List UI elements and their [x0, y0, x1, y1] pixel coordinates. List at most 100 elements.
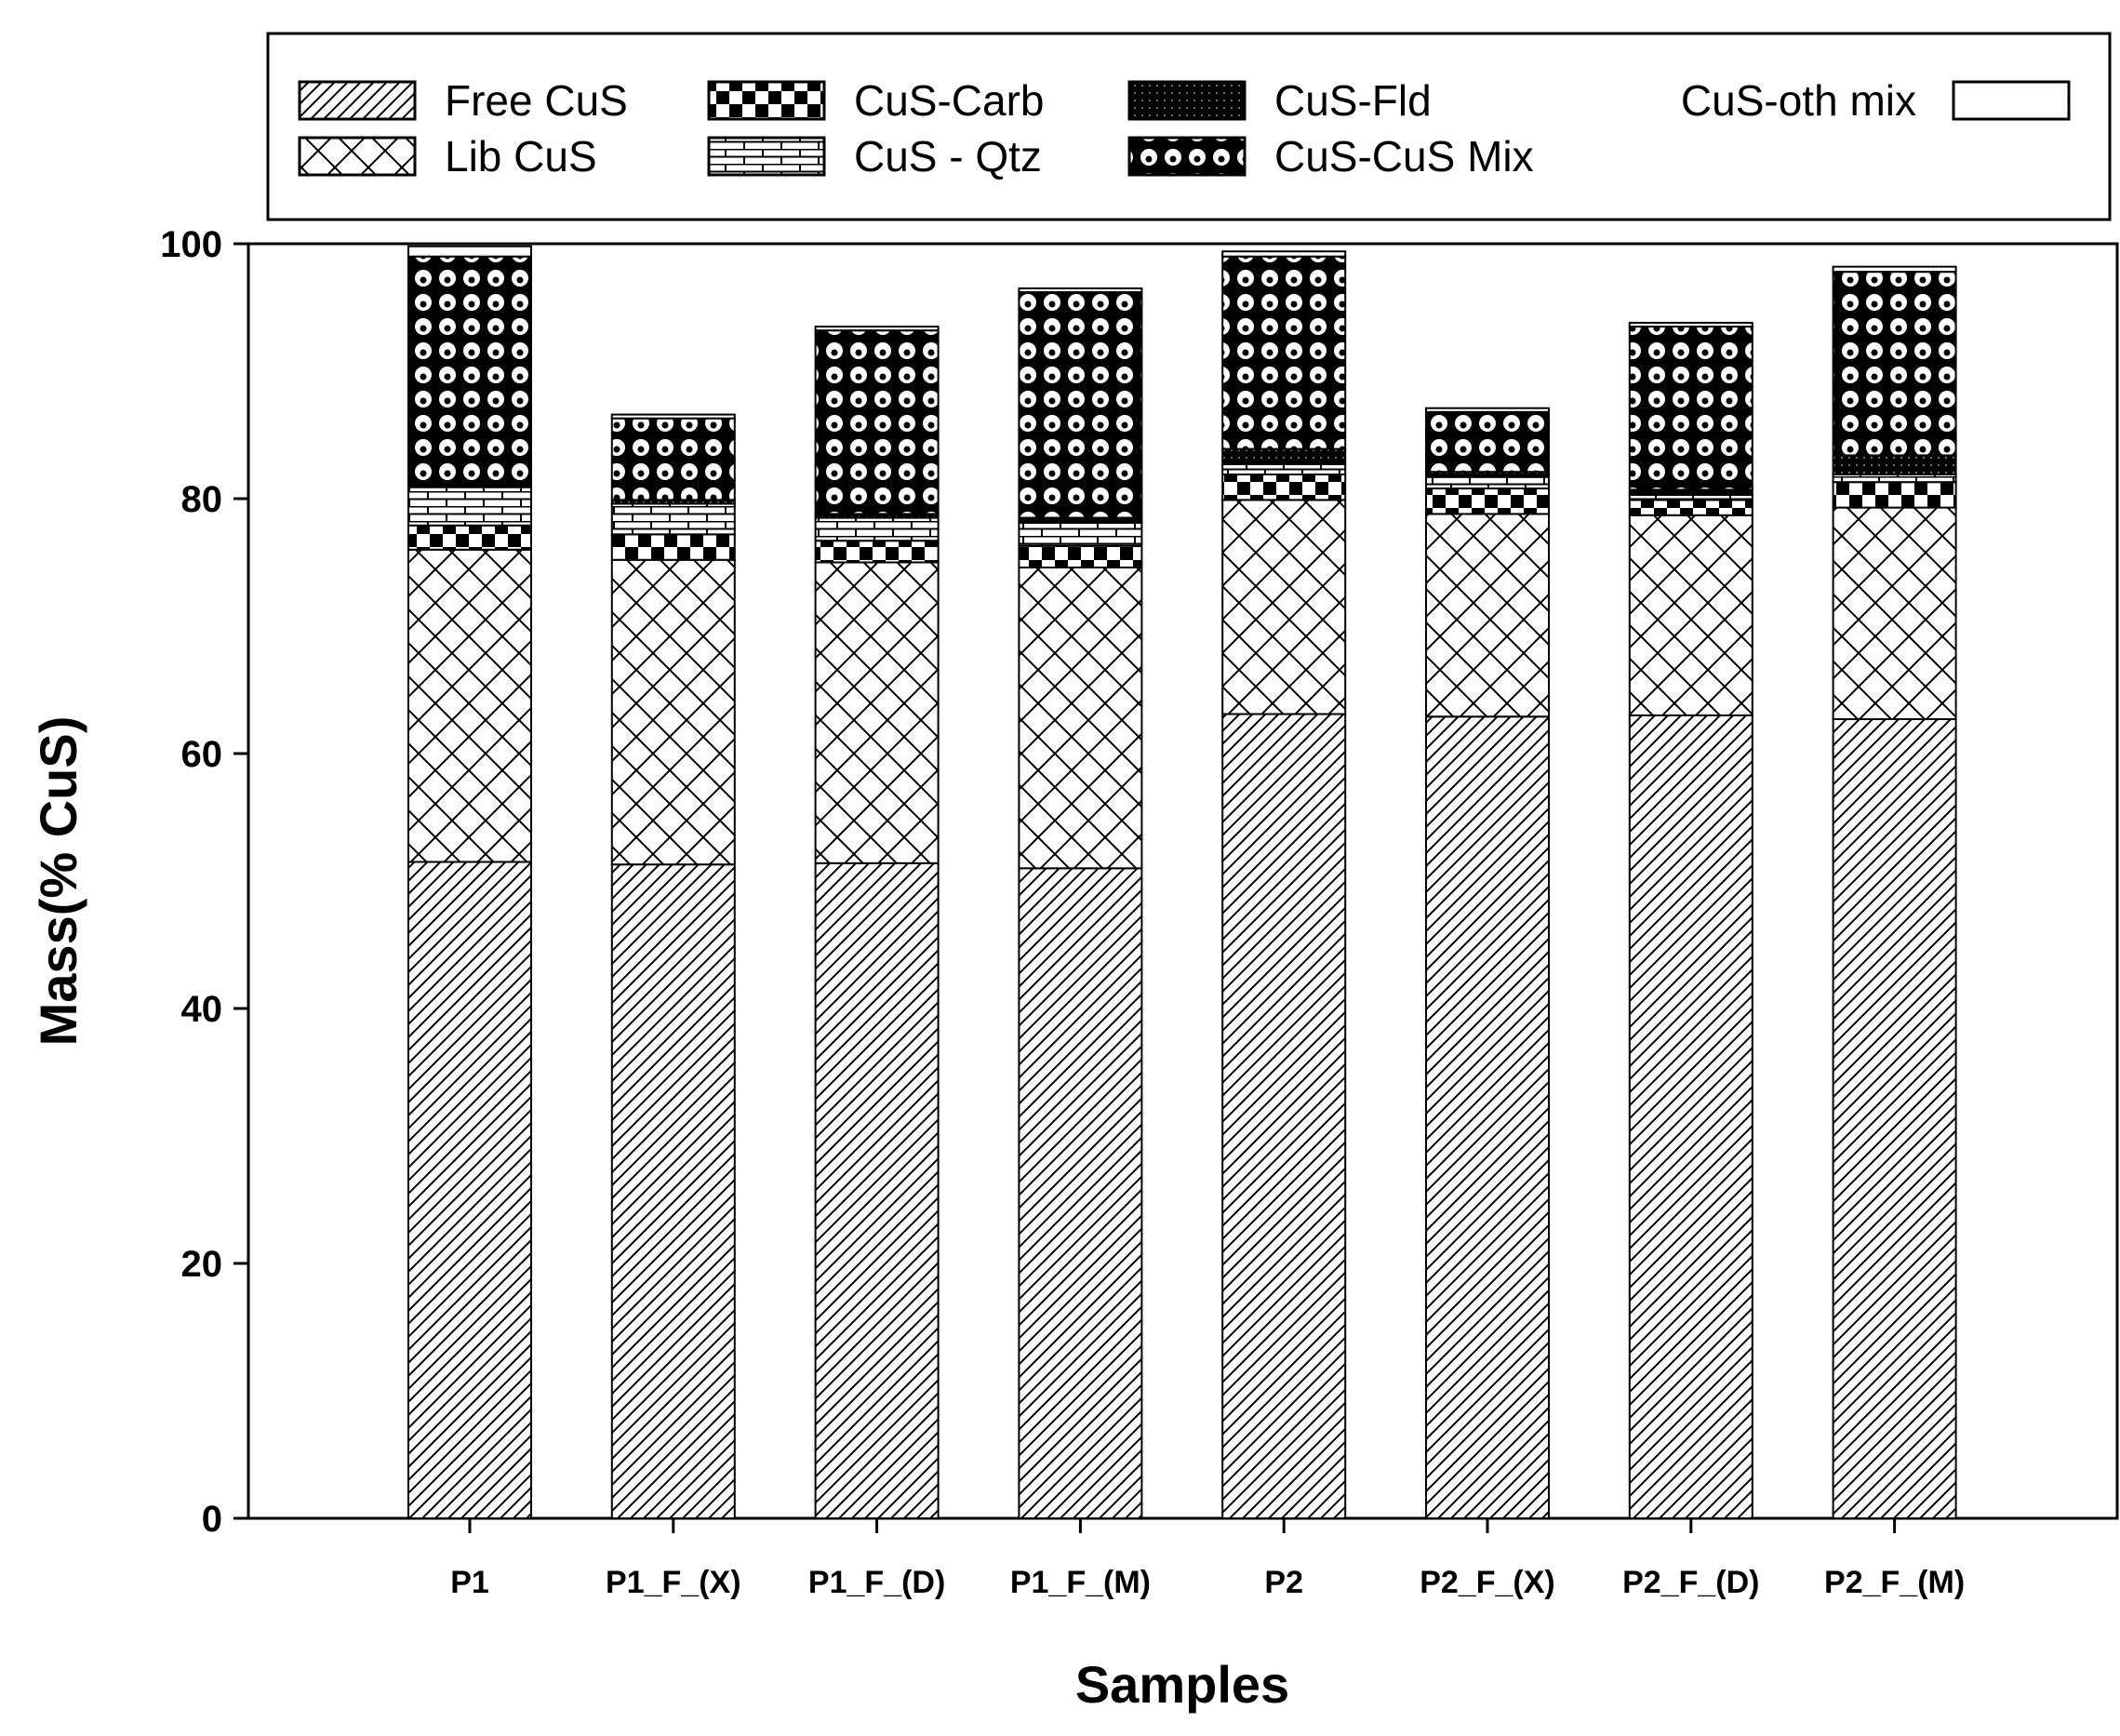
bar-segment-cus-qtz — [1832, 473, 1957, 484]
y-tick-label: 100 — [160, 224, 222, 265]
bar-segment-cus-cus-mix — [814, 329, 940, 515]
legend-label: CuS-oth mix — [1681, 76, 1916, 125]
bar-segment-lib-cus — [1832, 506, 1957, 721]
bar-segment-free-cus — [610, 863, 736, 1519]
y-tick-label: 40 — [181, 989, 223, 1030]
legend-item-cus-fld: CuS-Fld — [1127, 76, 1432, 125]
legend-swatch — [298, 136, 417, 177]
x-tick-label: P2_F_(D) — [1622, 1565, 1759, 1600]
legend-label: CuS - Qtz — [854, 132, 1042, 180]
bar-segment-cus-carb — [1628, 499, 1753, 516]
bar-stack-p2-f-d — [1628, 321, 1753, 1519]
legend-item-free-cus: Free CuS — [298, 76, 628, 125]
bar-segment-cus-cus-mix — [610, 417, 736, 501]
bar-segment-cus-carb — [1425, 487, 1550, 515]
bar-segment-cus-carb — [610, 533, 736, 561]
bar-segment-cus-carb — [1832, 481, 1957, 509]
y-tick-label: 20 — [181, 1244, 223, 1285]
bar-segment-cus-qtz — [1221, 463, 1347, 475]
bars-group — [407, 245, 1957, 1519]
bar-segment-cus-cus-mix — [1425, 410, 1550, 474]
bar-segment-cus-oth-mix — [407, 245, 532, 258]
legend-label: CuS-Carb — [854, 76, 1045, 125]
bar-segment-cus-oth-mix — [610, 413, 736, 420]
legend-label: Lib CuS — [445, 132, 597, 180]
bar-segment-cus-qtz — [407, 486, 532, 527]
y-tick-label: 0 — [202, 1499, 222, 1540]
bar-stack-p1 — [407, 245, 532, 1519]
x-tick-label: P2_F_(M) — [1824, 1565, 1965, 1600]
legend-label: CuS-CuS Mix — [1274, 132, 1534, 180]
bar-stack-p2-f-x — [1425, 407, 1550, 1519]
bar-segment-lib-cus — [814, 561, 940, 864]
bar-segment-cus-carb — [814, 540, 940, 564]
bar-segment-cus-cus-mix — [1628, 326, 1753, 491]
legend-item-cus-cus-mix: CuS-CuS Mix — [1127, 132, 1534, 180]
legend-label: CuS-Fld — [1274, 76, 1432, 125]
bar-segment-cus-qtz — [610, 502, 736, 536]
bar-segment-cus-carb — [1018, 544, 1143, 568]
bar-stack-p2-f-m — [1832, 265, 1957, 1519]
bar-segment-free-cus — [1221, 713, 1347, 1519]
legend-swatch — [1952, 80, 2071, 121]
bar-segment-cus-fld — [1221, 447, 1347, 466]
bar-segment-free-cus — [407, 861, 532, 1519]
bar-segment-lib-cus — [1425, 513, 1550, 718]
bar-segment-cus-cus-mix — [407, 255, 532, 484]
bar-segment-cus-qtz — [1018, 522, 1143, 547]
bar-segment-free-cus — [1425, 715, 1550, 1519]
legend-swatch — [1127, 80, 1247, 121]
bar-segment-cus-oth-mix — [1221, 250, 1347, 258]
bar-stack-p1-f-m — [1018, 287, 1143, 1519]
bar-stack-p2 — [1221, 250, 1347, 1519]
y-tick-label: 80 — [181, 479, 223, 520]
x-tick-label: P2_F_(X) — [1420, 1565, 1555, 1600]
legend-item-cus-oth-mix: CuS-oth mix — [1681, 76, 2071, 125]
y-axis: 0 20 40 60 80 100 — [160, 224, 248, 1540]
x-tick-label: P1_F_(X) — [606, 1565, 741, 1600]
bar-segment-cus-cus-mix — [1221, 255, 1347, 450]
bar-stack-p1-f-d — [814, 326, 940, 1519]
legend-label: Free CuS — [445, 76, 628, 125]
y-tick-label: 60 — [181, 734, 223, 775]
legend-item-cus-carb: CuS-Carb — [707, 76, 1045, 125]
bar-segment-cus-fld — [1832, 454, 1957, 475]
bar-stack-p1-f-x — [610, 413, 736, 1519]
bar-segment-lib-cus — [1628, 514, 1753, 716]
bar-segment-cus-oth-mix — [1425, 407, 1550, 413]
bar-segment-cus-oth-mix — [1018, 287, 1143, 294]
bar-segment-cus-oth-mix — [1628, 321, 1753, 328]
bar-segment-cus-cus-mix — [1832, 271, 1957, 457]
bar-segment-cus-oth-mix — [1832, 265, 1957, 274]
legend-swatch — [707, 136, 826, 177]
x-tick-label: P1 — [450, 1565, 489, 1600]
bar-segment-cus-qtz — [814, 516, 940, 542]
bar-segment-lib-cus — [1018, 566, 1143, 870]
x-tick-label: P1_F_(M) — [1010, 1565, 1151, 1600]
bar-segment-lib-cus — [1221, 499, 1347, 715]
bar-segment-lib-cus — [407, 548, 532, 863]
legend-item-cus-qtz: CuS - Qtz — [707, 132, 1042, 180]
plot-area — [247, 242, 2119, 1520]
legend-swatch — [1127, 136, 1247, 177]
bar-segment-cus-carb — [1221, 473, 1347, 501]
bar-segment-lib-cus — [610, 558, 736, 866]
y-axis-title: Mass(% CuS) — [29, 716, 87, 1047]
legend-item-lib-cus: Lib CuS — [298, 132, 597, 180]
bar-segment-cus-cus-mix — [1018, 291, 1143, 519]
bar-segment-cus-qtz — [1425, 475, 1550, 490]
bar-segment-free-cus — [1628, 714, 1753, 1519]
legend: Free CuS Lib CuS CuS-Carb CuS - Qtz CuS-Fld C… — [266, 32, 2112, 221]
legend-frame — [266, 32, 2112, 221]
bar-segment-free-cus — [1018, 867, 1143, 1519]
x-axis: P1 P1_F_(X) P1_F_(D) P1_F_(M) P2 P2_F_(X) P2_F… — [450, 1518, 1965, 1600]
bar-segment-free-cus — [814, 861, 940, 1519]
x-tick-label: P1_F_(D) — [808, 1565, 945, 1600]
bar-segment-cus-oth-mix — [814, 326, 940, 332]
bar-segment-cus-carb — [407, 524, 532, 551]
legend-swatch — [707, 80, 826, 121]
bar-segment-free-cus — [1832, 718, 1957, 1519]
x-tick-label: P2 — [1264, 1565, 1303, 1600]
legend-swatch — [298, 80, 417, 121]
